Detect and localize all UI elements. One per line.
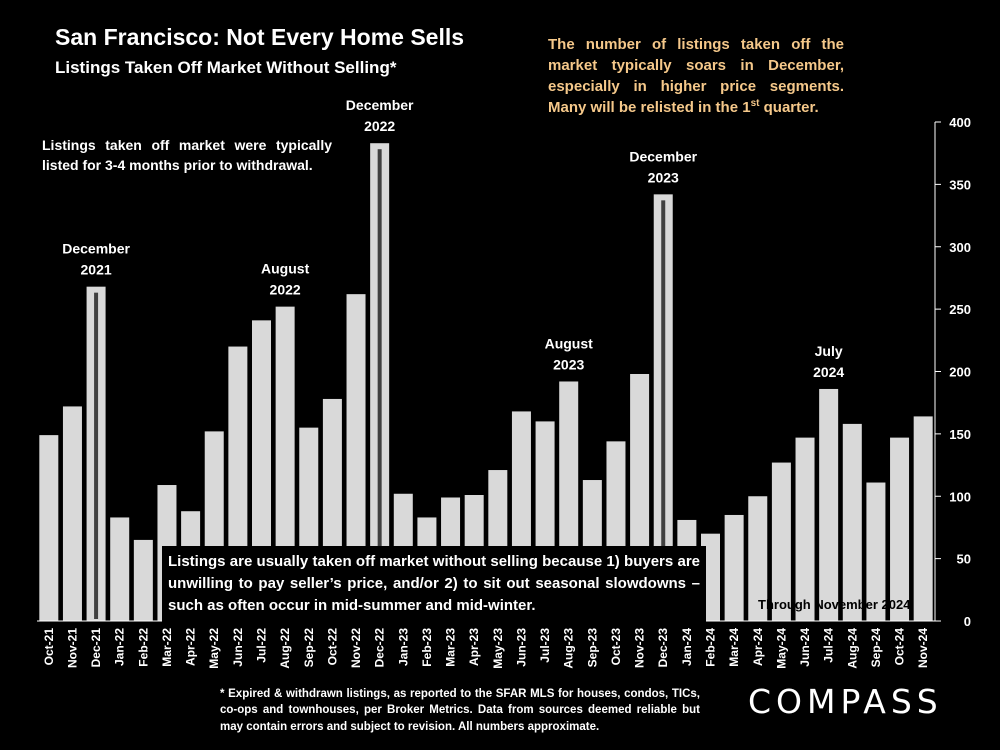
x-axis-labels: Oct-21 Nov-21 Dec-21 Jan-22 Feb-22 Mar-22 Apr-… bbox=[42, 628, 930, 669]
bar-feb-22 bbox=[133, 539, 153, 621]
annotation-aug-22: 2022 bbox=[270, 282, 301, 298]
x-tick-label: Aug-22 bbox=[278, 628, 292, 669]
x-tick-label: Apr-24 bbox=[751, 628, 765, 666]
through-date-label: Through November 2024 bbox=[758, 597, 911, 612]
x-tick-label: Apr-22 bbox=[184, 628, 198, 666]
bar-jan-22 bbox=[110, 517, 130, 621]
bar-highlight-dec-21 bbox=[94, 292, 99, 619]
x-tick-label: Feb-24 bbox=[704, 628, 718, 667]
x-tick-label: Jan-23 bbox=[396, 628, 410, 666]
annotation-dec-21: December bbox=[62, 241, 130, 257]
x-tick-label: Oct-24 bbox=[893, 628, 907, 666]
bar-may-24 bbox=[771, 462, 791, 621]
x-tick-label: Dec-21 bbox=[89, 628, 103, 668]
x-tick-label: May-23 bbox=[491, 628, 505, 669]
bar-oct-21 bbox=[39, 435, 59, 621]
bar-aug-22 bbox=[275, 306, 295, 621]
x-tick-label: Mar-24 bbox=[727, 628, 741, 667]
y-tick-label: 250 bbox=[949, 302, 971, 317]
note-december-spike: The number of listings taken off the mar… bbox=[548, 36, 844, 116]
bar-nov-21 bbox=[62, 406, 82, 621]
x-tick-label: Nov-21 bbox=[65, 628, 79, 668]
x-tick-label: Oct-22 bbox=[325, 628, 339, 666]
annotation-dec-23: December bbox=[629, 148, 697, 164]
annotation-dec-23: 2023 bbox=[648, 169, 679, 185]
bar-highlight-dec-23 bbox=[661, 200, 666, 620]
annotation-aug-23: August bbox=[545, 335, 594, 351]
x-tick-label: Aug-23 bbox=[562, 628, 576, 669]
x-tick-label: Jul-23 bbox=[538, 628, 552, 663]
y-tick-label: 0 bbox=[964, 614, 971, 629]
x-tick-label: Jan-22 bbox=[113, 628, 127, 666]
annotation-dec-21: 2021 bbox=[81, 262, 112, 278]
x-tick-label: Sep-24 bbox=[869, 628, 883, 668]
x-tick-label: Feb-23 bbox=[420, 628, 434, 667]
note-reasons: Listings are usually taken off market wi… bbox=[162, 546, 706, 623]
bar-highlight-dec-22 bbox=[377, 149, 382, 619]
bar-aug-24 bbox=[842, 423, 862, 621]
x-tick-label: Nov-23 bbox=[633, 628, 647, 668]
y-tick-label: 200 bbox=[949, 365, 971, 380]
y-tick-label: 100 bbox=[949, 489, 971, 504]
x-tick-label: Feb-22 bbox=[136, 628, 150, 667]
x-tick-label: Mar-23 bbox=[444, 628, 458, 667]
bar-nov-22 bbox=[346, 294, 366, 621]
bar-apr-24 bbox=[748, 496, 768, 621]
bar-oct-24 bbox=[890, 437, 910, 621]
annotation-jul-24: 2024 bbox=[813, 364, 844, 380]
x-tick-label: Dec-22 bbox=[373, 628, 387, 668]
bar-jul-22 bbox=[252, 320, 271, 621]
annotation-jul-24: July bbox=[815, 343, 843, 359]
bar-jun-24 bbox=[795, 437, 815, 621]
y-tick-label: 50 bbox=[957, 552, 971, 567]
x-tick-label: Nov-22 bbox=[349, 628, 363, 668]
bar-annotations: December 2021 August 2022 December 2022 August… bbox=[62, 97, 844, 380]
x-tick-label: May-22 bbox=[207, 628, 221, 669]
note-listing-duration: Listings taken off market were typically… bbox=[42, 137, 332, 174]
x-tick-label: Jun-22 bbox=[231, 628, 245, 667]
y-tick-label: 400 bbox=[949, 115, 971, 130]
chart-title: San Francisco: Not Every Home Sells bbox=[55, 24, 465, 50]
x-tick-label: Oct-23 bbox=[609, 628, 623, 666]
x-tick-label: Aug-24 bbox=[845, 628, 859, 669]
x-tick-label: Oct-21 bbox=[42, 628, 56, 666]
x-tick-label: Jul-24 bbox=[822, 628, 836, 663]
x-tick-label: Sep-23 bbox=[585, 628, 599, 668]
x-tick-label: Jun-23 bbox=[514, 628, 528, 667]
x-tick-label: Apr-23 bbox=[467, 628, 481, 666]
bar-sep-24 bbox=[866, 482, 886, 621]
compass-logo: COMPASS bbox=[748, 682, 943, 721]
footnote: * Expired & withdrawn listings, as repor… bbox=[220, 688, 700, 733]
chart-subtitle: Listings Taken Off Market Without Sellin… bbox=[55, 58, 397, 77]
x-tick-label: Nov-24 bbox=[916, 628, 930, 668]
x-tick-label: Dec-23 bbox=[656, 628, 670, 668]
x-tick-label: Mar-22 bbox=[160, 628, 174, 667]
y-tick-label: 350 bbox=[949, 177, 971, 192]
annotation-dec-22: December bbox=[346, 97, 414, 113]
bar-mar-24 bbox=[724, 514, 744, 621]
bar-jul-24 bbox=[819, 388, 839, 621]
x-tick-label: Sep-22 bbox=[302, 628, 316, 668]
x-tick-label: Jul-22 bbox=[255, 628, 269, 663]
y-tick-label: 300 bbox=[949, 240, 971, 255]
x-tick-label: May-24 bbox=[774, 628, 788, 669]
annotation-dec-22: 2022 bbox=[364, 118, 395, 134]
y-tick-label: 150 bbox=[949, 427, 971, 442]
x-tick-label: Jan-24 bbox=[680, 628, 694, 666]
bar-nov-24 bbox=[913, 416, 933, 621]
annotation-aug-23: 2023 bbox=[553, 356, 584, 372]
annotation-aug-22: August bbox=[261, 261, 310, 277]
x-tick-label: Jun-24 bbox=[798, 628, 812, 667]
